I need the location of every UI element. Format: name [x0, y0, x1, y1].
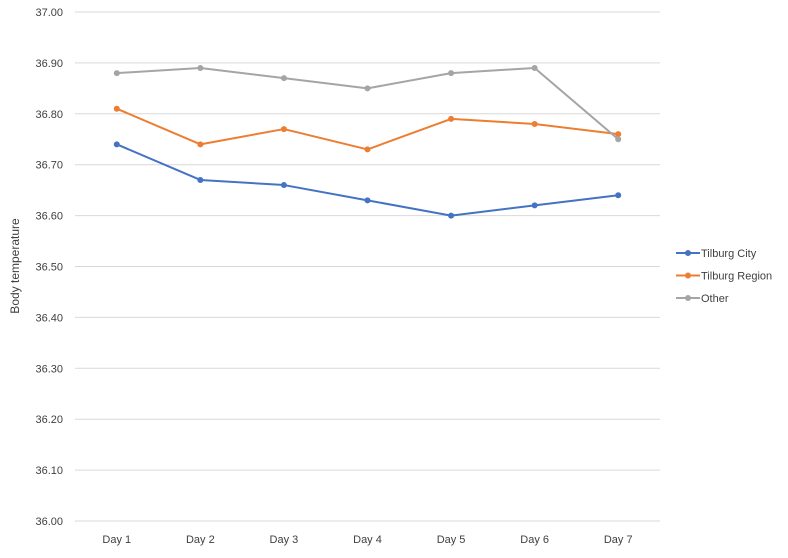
legend-label: Tilburg Region — [701, 271, 772, 283]
data-point — [364, 85, 371, 92]
series-layer — [113, 64, 622, 219]
data-point — [113, 105, 120, 112]
legend-swatch-marker — [685, 295, 691, 301]
gridlines — [75, 11, 660, 522]
series-line — [116, 143, 619, 217]
data-point — [364, 146, 371, 153]
data-point — [280, 75, 287, 82]
data-point — [531, 120, 538, 127]
data-point — [615, 192, 622, 199]
x-tick-label: Day 6 — [520, 534, 549, 546]
y-tick-label: 37.00 — [35, 7, 63, 19]
y-tick-label: 36.80 — [35, 109, 63, 121]
legend-label: Tilburg City — [701, 248, 757, 260]
legend-label: Other — [701, 293, 729, 305]
y-tick-label: 36.90 — [35, 58, 63, 70]
y-axis-title: Body temperature — [8, 218, 22, 314]
series-line — [116, 66, 619, 141]
x-tick-label: Day 1 — [102, 534, 131, 546]
legend-item: Other — [676, 293, 729, 305]
data-point — [531, 202, 538, 209]
data-point — [280, 182, 287, 189]
y-tick-label: 36.70 — [35, 160, 63, 172]
x-tick-label: Day 3 — [270, 534, 299, 546]
x-tick-label: Day 4 — [353, 534, 382, 546]
x-axis-ticks: Day 1 Day 2 Day 3 Day 4 Day 5 Day 6 Day 7 — [102, 534, 632, 546]
series-tilburg-city — [113, 141, 622, 219]
data-point — [448, 212, 455, 219]
y-tick-label: 36.60 — [35, 211, 63, 223]
y-tick-label: 36.20 — [35, 414, 63, 426]
legend-item: Tilburg City — [676, 248, 757, 260]
series-tilburg-region — [113, 105, 622, 153]
data-point — [113, 70, 120, 77]
data-point — [364, 197, 371, 204]
series-line — [116, 107, 619, 151]
y-tick-label: 36.50 — [35, 262, 63, 274]
data-point — [113, 141, 120, 148]
legend-swatch-marker — [685, 272, 691, 279]
y-tick-label: 36.40 — [35, 312, 63, 324]
x-tick-label: Day 7 — [604, 534, 633, 546]
data-point — [197, 64, 204, 71]
data-point — [531, 64, 538, 71]
y-axis-ticks: 36.00 36.10 36.20 36.30 36.40 36.50 36.60 36.70… — [35, 7, 63, 528]
data-point — [448, 115, 455, 122]
data-point — [197, 141, 204, 148]
x-tick-label: Day 5 — [437, 534, 466, 546]
data-point — [615, 136, 622, 143]
data-point — [197, 176, 204, 183]
x-tick-label: Day 2 — [186, 534, 215, 546]
y-tick-label: 36.10 — [35, 465, 63, 477]
legend-swatch-marker — [685, 250, 691, 256]
series-other — [113, 64, 622, 143]
y-tick-label: 36.30 — [35, 363, 63, 375]
y-tick-label: 36.00 — [35, 516, 63, 528]
legend: Tilburg City Tilburg Region Other — [676, 248, 772, 305]
legend-item: Tilburg Region — [676, 271, 772, 283]
data-point — [448, 70, 455, 77]
data-point — [280, 126, 287, 133]
data-point — [615, 131, 622, 138]
